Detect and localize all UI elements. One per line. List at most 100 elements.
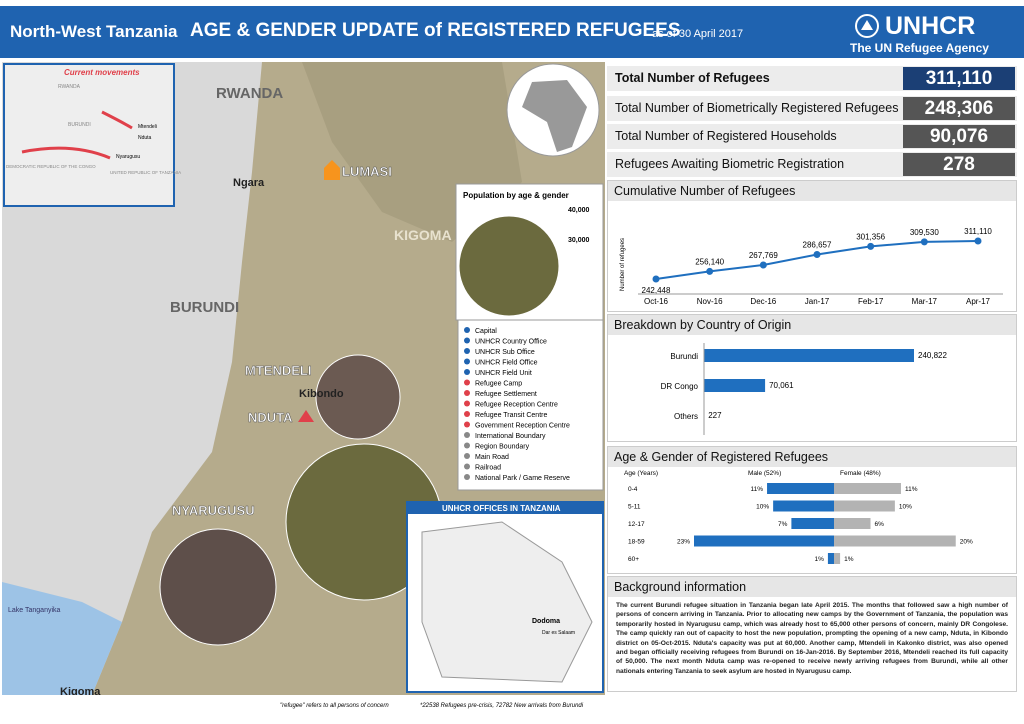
- stat-label: Total Number of Refugees: [615, 71, 770, 85]
- stat-value: 311,110: [903, 67, 1015, 90]
- legend-symbol: [464, 453, 470, 459]
- legend-label: Refugee Camp: [475, 381, 522, 388]
- value-label: 240,822: [918, 351, 947, 360]
- legend-label: UNHCR Country Office: [475, 339, 547, 346]
- legend-label: UNHCR Sub Office: [475, 349, 535, 356]
- age-panel: Age & Gender of Registered Refugees Age …: [607, 446, 1017, 574]
- stat-value: 248,306: [903, 97, 1015, 120]
- age-label: 18-59: [628, 539, 645, 546]
- background-panel: Background information The current Burun…: [607, 576, 1017, 692]
- male-bar: [773, 500, 834, 512]
- inset-label: RWANDA: [58, 84, 81, 90]
- legend-label: Refugee Transit Centre: [475, 412, 547, 419]
- value-label: 242,448: [642, 286, 671, 295]
- stat-label: Total Number of Biometrically Registered…: [615, 101, 899, 115]
- stat-label: Refugees Awaiting Biometric Registration: [615, 157, 845, 171]
- map-label: Kibondo: [299, 388, 344, 400]
- female-label: 10%: [899, 504, 912, 511]
- office-label: Dar es Salaam: [542, 630, 575, 636]
- legend-symbol: [464, 442, 470, 449]
- map: RWANDA BURUNDI KIGOMA Ngara Kibondo Kigo…: [2, 62, 605, 695]
- offices-title: UNHCR OFFICES IN TANZANIA: [442, 504, 561, 513]
- stat-value: 90,076: [903, 125, 1015, 148]
- map-label: BURUNDI: [170, 299, 239, 316]
- bar: [704, 349, 914, 362]
- legend-label: Railroad: [475, 465, 501, 472]
- bar-chart: Burundi 240,822 DR Congo 70,061 Others 227: [661, 343, 947, 435]
- legend-label: International Boundary: [475, 433, 546, 440]
- legend-symbol: [464, 358, 470, 365]
- point: [867, 242, 875, 250]
- value-label: 301,356: [856, 232, 885, 241]
- male-bar: [827, 553, 834, 564]
- inset-label: BURUNDI: [68, 122, 91, 128]
- value-label: 227: [708, 411, 722, 420]
- map-label: Lake Tanganyika: [8, 607, 61, 614]
- map-label: RWANDA: [216, 85, 283, 102]
- camp-label: NYARUGUSU: [172, 503, 255, 518]
- age-label: 60+: [628, 556, 639, 563]
- legend-label: Refugee Settlement: [475, 391, 537, 398]
- legend-label: Main Road: [475, 454, 509, 461]
- column-header: Female (48%): [840, 470, 881, 477]
- point: [920, 238, 928, 246]
- value-label: 309,530: [910, 228, 939, 237]
- stat-row: Total Number of Biometrically Registered…: [607, 96, 1017, 121]
- legend-symbol: [464, 400, 470, 407]
- map-label: Kigoma: [60, 686, 101, 695]
- category-label: Others: [674, 412, 698, 421]
- legend-label: National Park / Game Reserve: [475, 475, 570, 482]
- age-label: 5-11: [628, 504, 641, 511]
- male-label: 23%: [677, 539, 690, 546]
- origin-panel: Breakdown by Country of Origin Burundi 24…: [607, 314, 1017, 442]
- column-header: Age (Years): [624, 470, 658, 477]
- x-tick-label: Dec-16: [750, 297, 776, 306]
- point: [706, 267, 714, 275]
- column-header: Male (52%): [748, 470, 781, 477]
- point: [759, 261, 767, 269]
- male-label: 11%: [751, 486, 764, 493]
- pop-legend-tick: 40,000: [568, 207, 590, 214]
- legend-label: UNHCR Field Office: [475, 360, 538, 367]
- value-label: 286,657: [803, 241, 832, 250]
- pop-legend-title: Population by age & gender: [463, 191, 569, 200]
- category-label: DR Congo: [661, 382, 699, 391]
- stat-row: Total Number of Registered Households 90,…: [607, 124, 1017, 149]
- panel-title: Breakdown by Country of Origin: [608, 315, 1016, 335]
- footer-note: "refugee" refers to all persons of conce…: [280, 703, 389, 709]
- legend-symbol: [464, 463, 470, 470]
- female-label: 11%: [905, 486, 918, 493]
- legend-label: Government Reception Centre: [475, 423, 570, 430]
- camp-label: MTENDELI: [245, 363, 311, 378]
- x-tick-label: Mar-17: [912, 297, 938, 306]
- value-label: 267,769: [749, 251, 778, 260]
- inset-label: UNITED REPUBLIC OF TANZANIA: [110, 170, 181, 175]
- age-label: 0-4: [628, 486, 638, 493]
- female-bar: [834, 518, 871, 529]
- x-tick-label: Nov-16: [697, 297, 723, 306]
- legend-label: Refugee Reception Centre: [475, 402, 558, 409]
- female-bar: [834, 553, 841, 564]
- inset-label: Nduta: [138, 135, 152, 141]
- x-tick-label: Apr-17: [966, 297, 991, 306]
- legend-symbol: [464, 337, 470, 344]
- legend-label: Capital: [475, 328, 497, 335]
- office-label: Dodoma: [532, 618, 560, 625]
- bar: [704, 379, 766, 392]
- female-bar: [834, 483, 901, 494]
- stat-row: Refugees Awaiting Biometric Registration…: [607, 152, 1017, 177]
- value-label: 70,061: [769, 381, 794, 390]
- legend-symbol: [464, 379, 470, 386]
- legend-label: Region Boundary: [475, 444, 530, 451]
- legend-symbol: [464, 421, 470, 428]
- org: UNHCR: [885, 12, 976, 40]
- panel-title: Background information: [608, 577, 1016, 597]
- pyramid-chart: Age (Years) Male (52%) Female (48%) 0-4 11% 1…: [624, 470, 973, 564]
- legend-symbol: [464, 348, 470, 354]
- inset-label: Nyarugusu: [116, 154, 140, 160]
- female-label: 20%: [960, 539, 973, 546]
- legend-symbol: [464, 327, 470, 333]
- stat-label: Total Number of Registered Households: [615, 129, 837, 143]
- logo: [855, 14, 879, 38]
- y-axis-label: Number of refugees: [620, 238, 626, 291]
